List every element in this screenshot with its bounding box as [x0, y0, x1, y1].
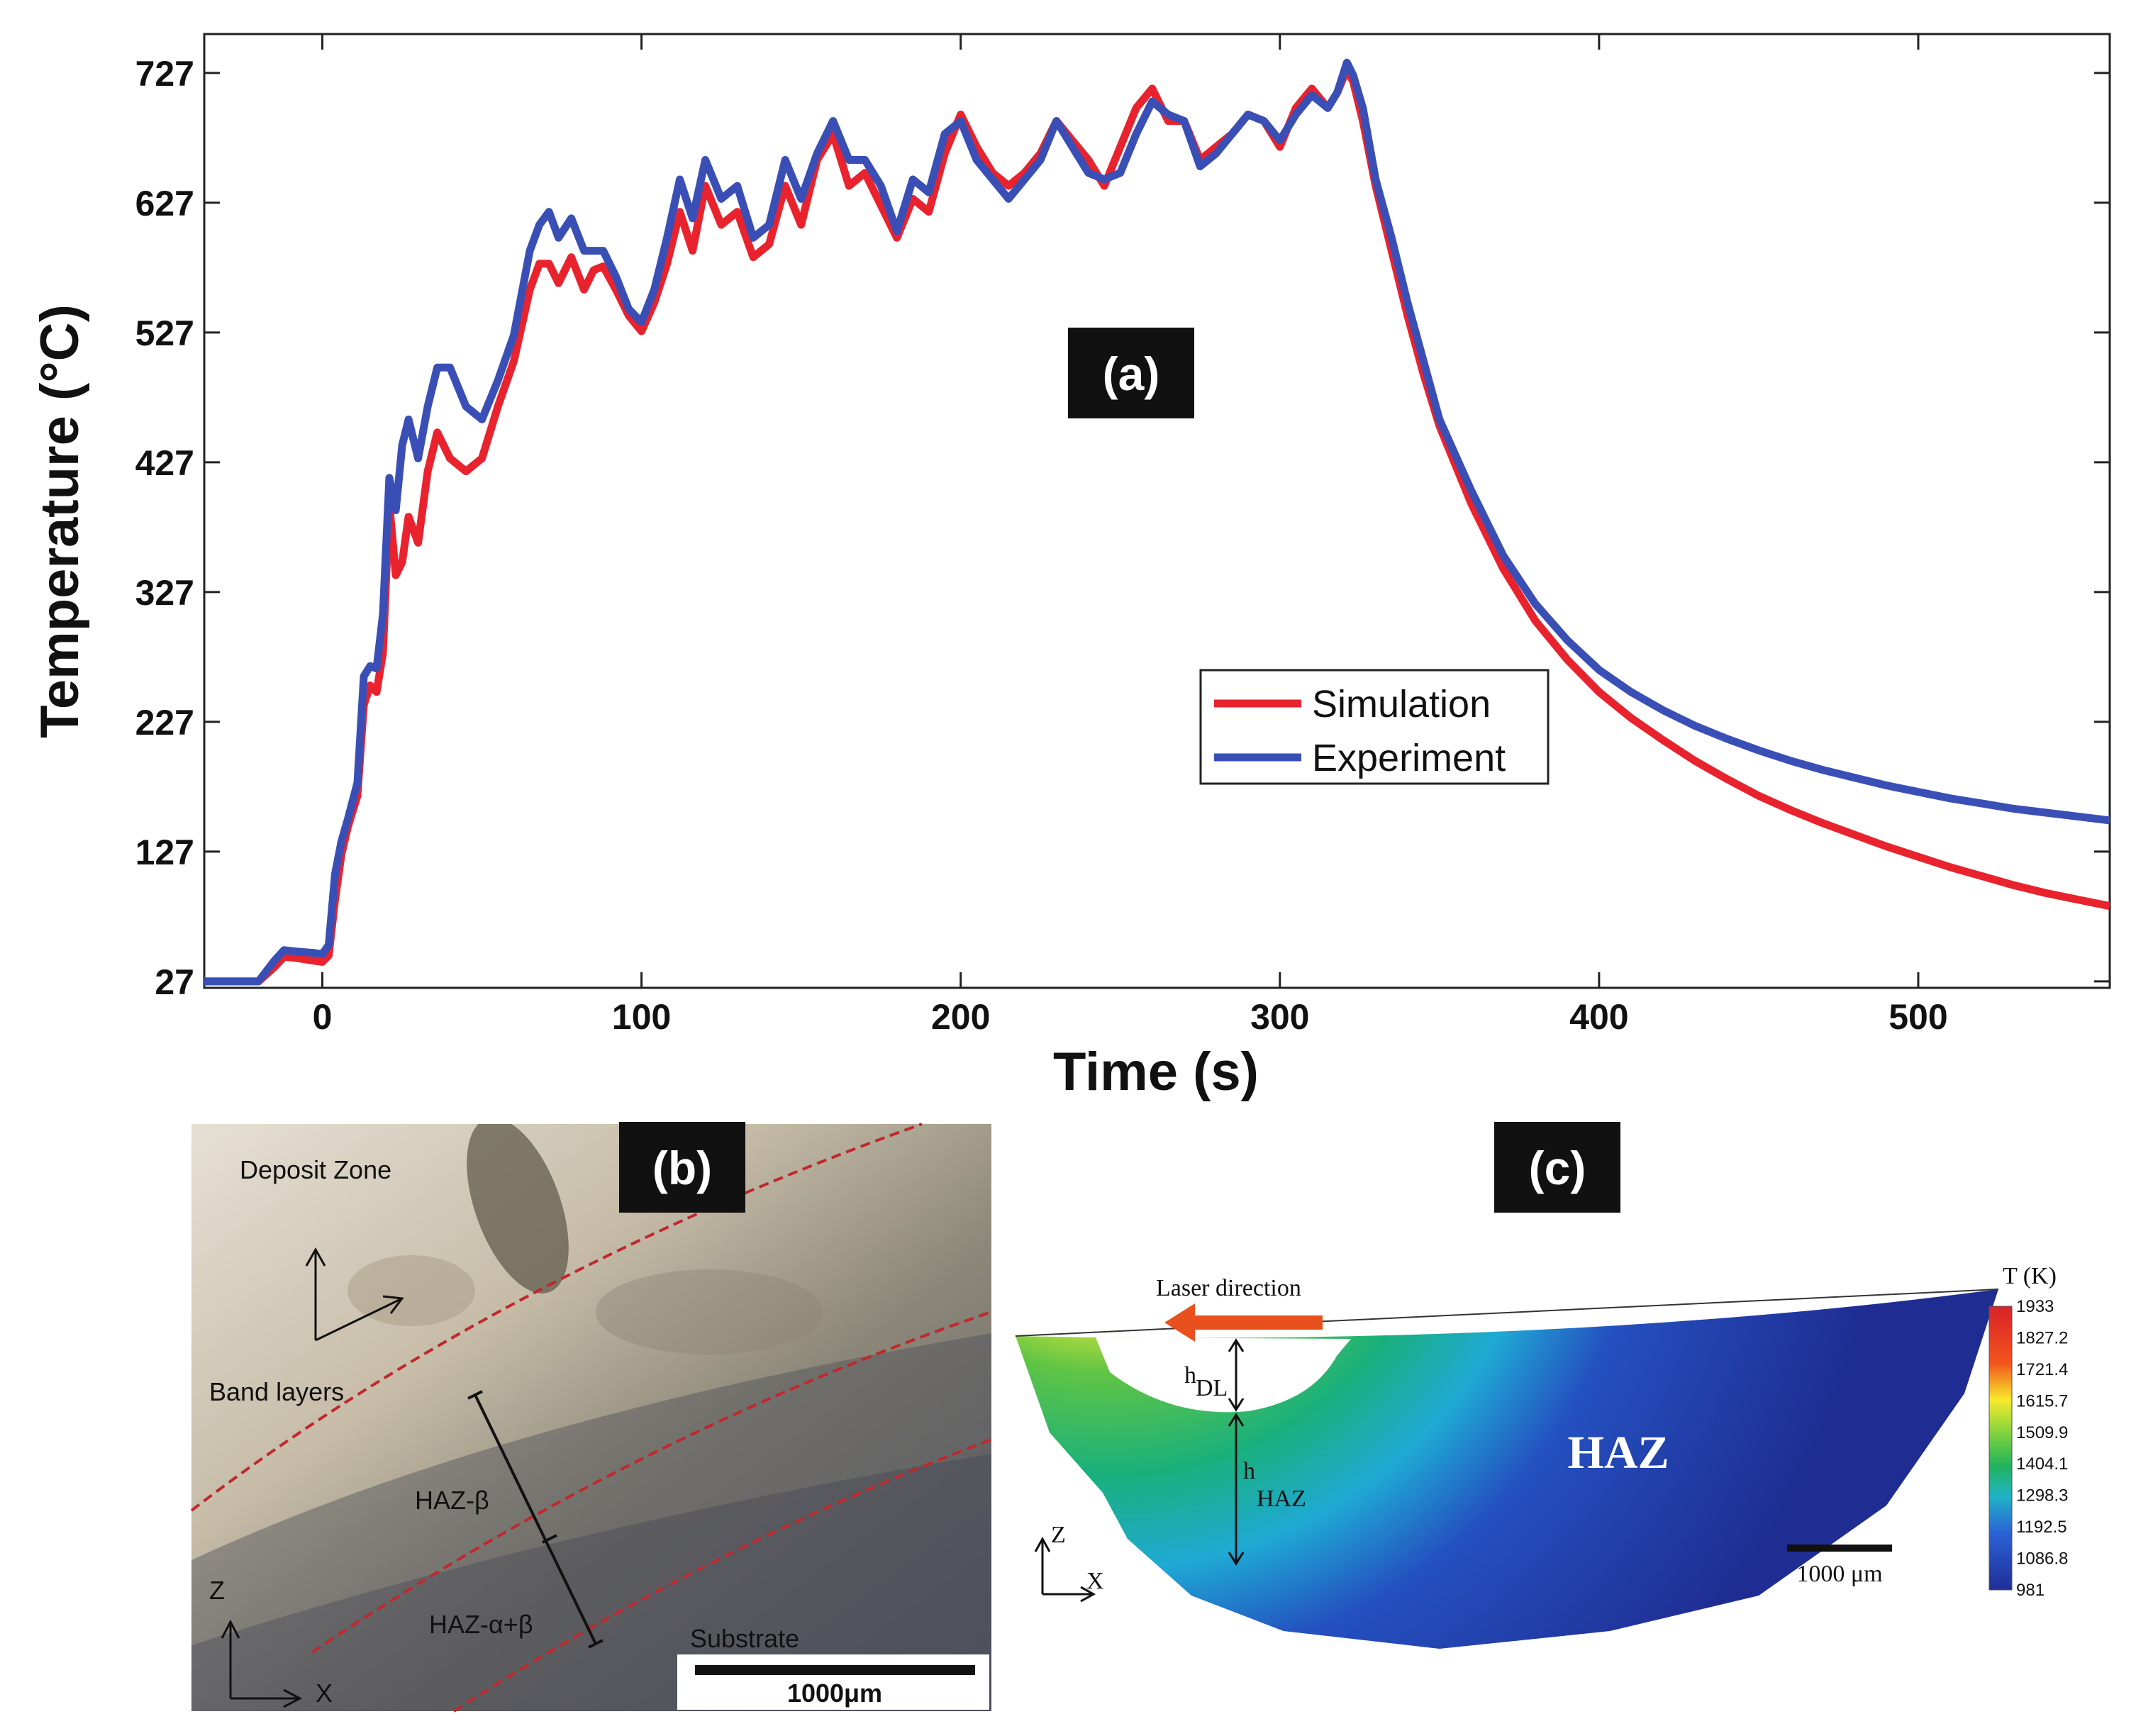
micrograph-image: [191, 1124, 991, 1711]
axis-triad-c: [1034, 1536, 1096, 1603]
haz-arrow: [1228, 1413, 1245, 1566]
legend-label-experiment: Experiment: [1312, 737, 1506, 779]
label-haz-beta: HAZ-β: [415, 1486, 489, 1515]
panel-b-micrograph: Deposit Zone Band layers HAZ-β HAZ-α+β S…: [190, 1123, 992, 1713]
scale-bar-box-b: [677, 1654, 989, 1710]
y-tick-label: 227: [135, 703, 194, 742]
y-tick-label: 327: [135, 573, 194, 613]
axis-z-label-c: Z: [1051, 1522, 1066, 1548]
h-dl-subscript: DL: [1196, 1375, 1228, 1401]
colorbar-tick-label: 1615.7: [2016, 1391, 2068, 1410]
scale-bar-label-c: 1000 μm: [1796, 1561, 1882, 1587]
panel-b-label: (b): [652, 1142, 712, 1194]
dl-arrow: [1228, 1338, 1245, 1412]
x-tick-label: 0: [313, 997, 333, 1037]
axis-z-label-b: Z: [209, 1576, 225, 1605]
melt-pool-crater: [1096, 1337, 1351, 1413]
legend: [1199, 669, 1550, 785]
y-tick-labels: 27 127 227 327 427 527 627 727: [135, 54, 194, 1002]
legend-label-simulation: Simulation: [1312, 683, 1491, 725]
x-tick-label: 400: [1569, 997, 1628, 1037]
y-tick-label: 527: [135, 313, 194, 353]
colorbar-ticks: 1933 1827.2 1721.4 1615.7 1509.9 1404.1 1298.3…: [2016, 1297, 2068, 1600]
colorbar: [1988, 1306, 2013, 1591]
y-tick-label: 27: [155, 962, 194, 1002]
x-tick-labels: 0 100 200 300 400 500: [313, 997, 1948, 1037]
scale-bar-label-b: 1000μm: [787, 1679, 882, 1708]
panel-c-badge: [1494, 1122, 1620, 1213]
colorbar-tick-label: 1086.8: [2016, 1549, 2068, 1569]
axis-x-label-c: X: [1086, 1568, 1104, 1594]
haz-thickness-line: [474, 1394, 597, 1645]
colorbar-tick-label: 1827.2: [2016, 1328, 2068, 1347]
colorbar-tick-label: 1404.1: [2016, 1454, 2068, 1474]
y-axis-label: Temperature (°C): [30, 304, 90, 738]
x-tick-label: 500: [1889, 997, 1947, 1037]
laser-direction-label: Laser direction: [1156, 1275, 1301, 1301]
x-axis-label: Time (s): [1053, 1042, 1259, 1102]
colorbar-tick-label: 1721.4: [2016, 1360, 2068, 1379]
series-line-simulation: [204, 65, 2110, 986]
y-tick-label: 427: [135, 443, 194, 483]
x-tick-label: 300: [1250, 997, 1309, 1037]
boundary-line-2: [311, 1311, 992, 1654]
haz-label: HAZ: [1567, 1427, 1669, 1479]
boundary-line-1: [190, 1123, 923, 1512]
series-line-experiment: [204, 58, 2110, 986]
label-haz-alpha-beta: HAZ-α+β: [429, 1610, 533, 1639]
label-deposit-zone: Deposit Zone: [240, 1155, 391, 1184]
h-dl-label: h: [1184, 1362, 1196, 1389]
laser-direction-arrow: [1164, 1303, 1323, 1342]
label-substrate: Substrate: [690, 1624, 799, 1653]
y-tick-label: 727: [135, 54, 194, 94]
panel-b-badge: [619, 1122, 745, 1213]
panel-c-simulation: h DL h HAZ HAZ Laser direction Z X 1000 …: [1015, 1263, 2068, 1649]
panel-a-label: (a): [1103, 347, 1160, 400]
y-tick-label: 127: [135, 833, 194, 872]
colorbar-tick-label: 1298.3: [2016, 1486, 2068, 1506]
panel-c-label: (c): [1529, 1142, 1586, 1194]
panel-a-badge: [1068, 328, 1194, 418]
axis-ticks: [204, 34, 2110, 988]
h-haz-label: h: [1243, 1458, 1255, 1484]
micrograph-texture: [191, 1124, 991, 1711]
h-haz-subscript: HAZ: [1257, 1486, 1306, 1512]
colorbar-tick-label: 1933: [2016, 1297, 2054, 1316]
y-tick-label: 627: [135, 184, 194, 223]
plot-area: [203, 33, 2111, 989]
boundary-line-3: [452, 1438, 992, 1713]
band-layer-arrows: [305, 1247, 404, 1342]
colorbar-tick-label: 1192.5: [2016, 1518, 2067, 1537]
colorbar-tick-label: 1509.9: [2016, 1423, 2068, 1442]
x-tick-label: 200: [931, 997, 990, 1037]
colorbar-title: T (K): [2003, 1263, 2057, 1289]
axis-triad-b: [221, 1619, 303, 1708]
axis-x-label-b: X: [316, 1679, 333, 1708]
x-tick-label: 100: [612, 997, 671, 1037]
label-band-layers: Band layers: [209, 1377, 344, 1406]
colorbar-tick-label: 981: [2016, 1581, 2045, 1600]
